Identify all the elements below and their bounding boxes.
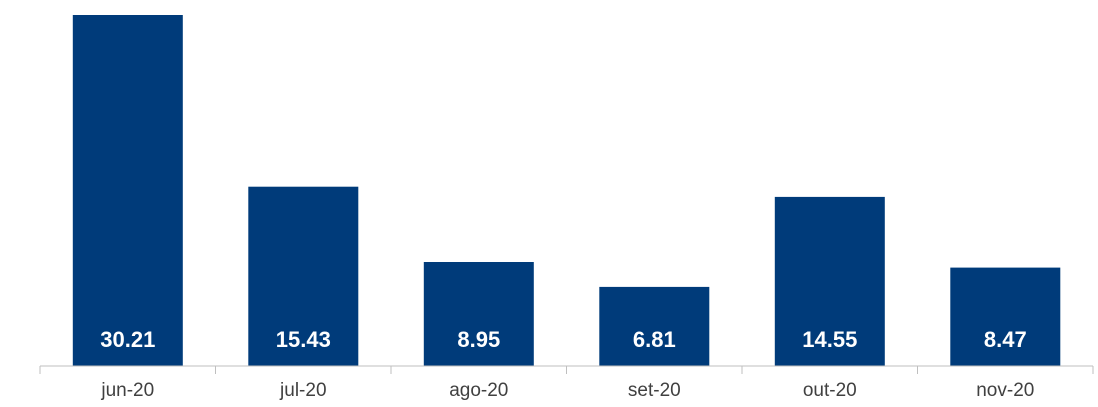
data-label: 6.81 — [633, 327, 676, 352]
x-axis: jun-20 jul-20 ago-20 set-20 out-20 nov-20 — [39, 365, 1094, 401]
x-tick-label: out-20 — [803, 380, 857, 401]
bar-out-20 — [774, 196, 885, 366]
data-label: 15.43 — [276, 327, 331, 352]
bar-jul-20 — [248, 186, 359, 366]
bar-nov-20 — [950, 267, 1061, 366]
bars-layer — [72, 15, 1061, 366]
x-tick-label: nov-20 — [976, 380, 1034, 401]
data-label: 8.95 — [457, 327, 500, 352]
x-tick-label: set-20 — [628, 380, 681, 401]
bar-set-20 — [599, 286, 710, 366]
data-label: 8.47 — [984, 327, 1027, 352]
bar-jun-20 — [72, 15, 183, 366]
x-tick-label: jun-20 — [100, 380, 154, 401]
data-label: 14.55 — [802, 327, 857, 352]
labels-layer: 30.21 15.43 8.95 6.81 14.55 8.47 — [100, 327, 1026, 352]
x-tick-label: jul-20 — [279, 380, 326, 401]
x-tick-label: ago-20 — [449, 380, 508, 401]
bar-ago-20 — [423, 262, 534, 366]
data-label: 30.21 — [100, 327, 155, 352]
